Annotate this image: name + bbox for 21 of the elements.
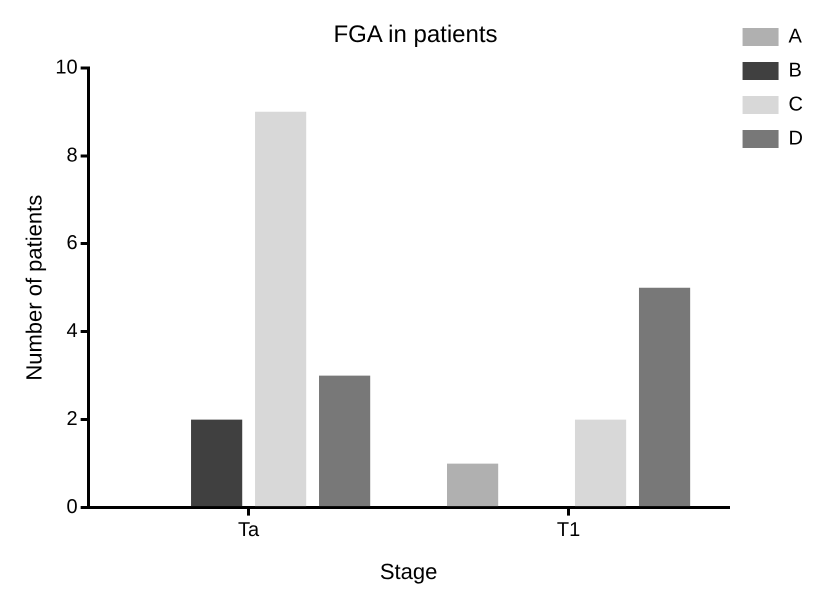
- bar: [319, 376, 370, 506]
- x-axis-title: Stage: [380, 558, 438, 584]
- y-axis-title: Number of patients: [21, 194, 46, 381]
- bar: [638, 288, 690, 506]
- legend-label: B: [788, 60, 802, 82]
- bar: [191, 420, 242, 506]
- legend-label: D: [788, 128, 804, 150]
- legend-label: A: [788, 26, 803, 48]
- bar: [574, 420, 626, 506]
- y-tick-label: 2: [66, 408, 78, 430]
- bar: [446, 464, 498, 506]
- y-tick-label: 0: [66, 496, 78, 518]
- x-tick-label: T1: [556, 519, 580, 542]
- chart-title: FGA in patients: [333, 21, 498, 48]
- y-tick-label: 8: [66, 144, 78, 166]
- y-tick-label: 10: [55, 56, 78, 78]
- y-tick-label: 4: [66, 320, 78, 342]
- y-tick-label: 6: [66, 232, 78, 254]
- bar: [255, 112, 306, 506]
- legend-label: C: [788, 94, 804, 116]
- x-tick-label: Ta: [238, 519, 260, 542]
